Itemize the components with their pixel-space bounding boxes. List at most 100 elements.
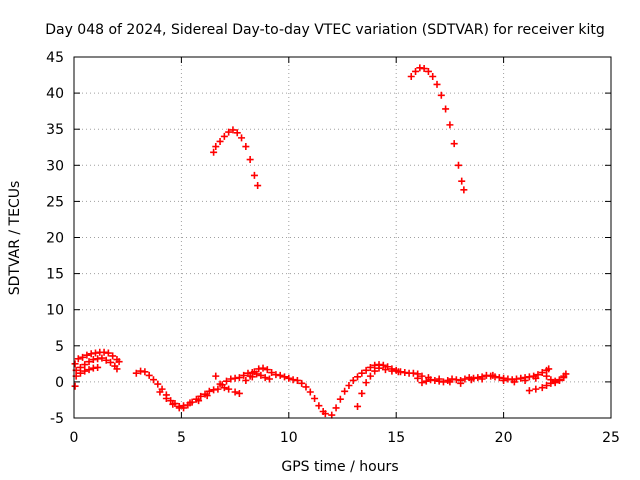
y-tick-label: 10 [46, 303, 64, 319]
data-point [175, 404, 183, 412]
data-point [186, 399, 194, 407]
data-point [240, 371, 248, 379]
data-point [257, 371, 265, 379]
data-point [235, 374, 243, 382]
data-point [167, 397, 175, 405]
data-point [458, 177, 466, 185]
data-point [218, 381, 226, 389]
data-point [435, 375, 443, 383]
data-point [145, 371, 153, 379]
data-point [109, 352, 117, 360]
x-tick-label: 5 [177, 430, 186, 446]
data-point [246, 156, 254, 164]
data-point [424, 374, 432, 382]
data-point [238, 134, 246, 142]
data-point [220, 132, 228, 140]
data-point [379, 361, 387, 369]
x-tick-label: 10 [280, 430, 298, 446]
data-point [467, 376, 475, 384]
data-point [358, 389, 366, 397]
data-point [412, 67, 420, 75]
data-point [562, 370, 570, 378]
data-point [371, 367, 379, 375]
data-point [362, 379, 370, 387]
y-axis-label: SDTVAR / TECUs [7, 181, 23, 296]
data-point [259, 364, 267, 372]
y-tick-label: 30 [46, 158, 64, 174]
data-point [248, 373, 256, 381]
y-tick-label: 20 [46, 231, 64, 247]
grid-layer [74, 57, 611, 418]
data-point [233, 129, 241, 137]
data-point [107, 358, 115, 366]
data-point [366, 372, 374, 380]
data-point [500, 376, 508, 384]
data-point [358, 369, 366, 377]
data-point [285, 374, 293, 382]
x-tick-label: 0 [70, 430, 79, 446]
data-point [543, 372, 551, 380]
data-point [446, 378, 454, 386]
data-point [525, 387, 533, 395]
data-point [205, 387, 213, 395]
data-point [478, 375, 486, 383]
data-point [454, 161, 462, 169]
y-tick-label: 40 [46, 86, 64, 102]
data-point [102, 356, 110, 364]
data-point [212, 143, 220, 151]
data-point [263, 366, 271, 374]
tick-layer: 0 5 10 15 20 25 -5 0 5 10 15 20 25 30 35 40 45 [46, 50, 620, 446]
data-point [242, 376, 250, 384]
data-point [265, 375, 273, 383]
data-point [225, 385, 233, 393]
series-sdtvar [71, 64, 570, 419]
x-tick-label: 20 [495, 430, 513, 446]
data-point [321, 410, 329, 418]
data-point [197, 392, 205, 400]
data-point [281, 373, 289, 381]
data-point [261, 374, 269, 382]
data-point [551, 379, 559, 387]
data-point [437, 91, 445, 99]
data-point [328, 411, 336, 419]
data-point [547, 376, 555, 384]
data-point [532, 385, 540, 393]
data-point [156, 388, 164, 396]
data-point [302, 383, 310, 391]
data-point [104, 349, 112, 357]
data-point [534, 371, 542, 379]
data-point [420, 65, 428, 73]
data-point [223, 377, 231, 385]
data-point [381, 366, 389, 374]
data-point [366, 363, 374, 371]
data-point [268, 369, 276, 377]
data-point [253, 370, 261, 378]
data-point [433, 80, 441, 88]
data-point [250, 171, 258, 179]
data-point [81, 361, 89, 369]
data-point [132, 369, 140, 377]
data-point [216, 137, 224, 145]
data-point [293, 376, 301, 384]
data-point [489, 371, 497, 379]
data-point [394, 368, 402, 376]
data-point [457, 379, 465, 387]
data-point [414, 374, 422, 382]
data-point [79, 353, 87, 361]
data-point [231, 388, 239, 396]
data-point [98, 354, 106, 362]
data-point [94, 363, 102, 371]
data-point [210, 148, 218, 156]
data-point [422, 377, 430, 385]
data-point [81, 367, 89, 375]
data-point [332, 404, 340, 412]
data-point [538, 369, 546, 377]
data-point [429, 72, 437, 80]
data-point [460, 186, 468, 194]
data-point [418, 372, 426, 380]
data-point [154, 380, 162, 388]
data-point [418, 379, 426, 387]
data-point [212, 372, 220, 380]
data-point [545, 365, 553, 373]
